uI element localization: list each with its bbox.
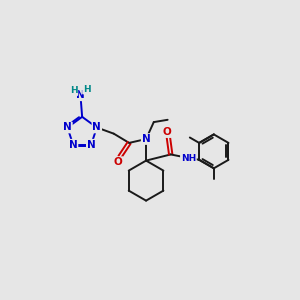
- Text: N: N: [92, 122, 101, 133]
- Text: N: N: [63, 122, 72, 133]
- Text: H: H: [70, 86, 77, 95]
- Text: O: O: [114, 157, 123, 167]
- Text: NH: NH: [181, 154, 196, 163]
- Text: N: N: [87, 140, 96, 150]
- Text: O: O: [163, 127, 171, 137]
- Text: N: N: [76, 90, 85, 100]
- Text: N: N: [142, 134, 150, 144]
- Text: H: H: [83, 85, 91, 94]
- Text: N: N: [69, 140, 77, 150]
